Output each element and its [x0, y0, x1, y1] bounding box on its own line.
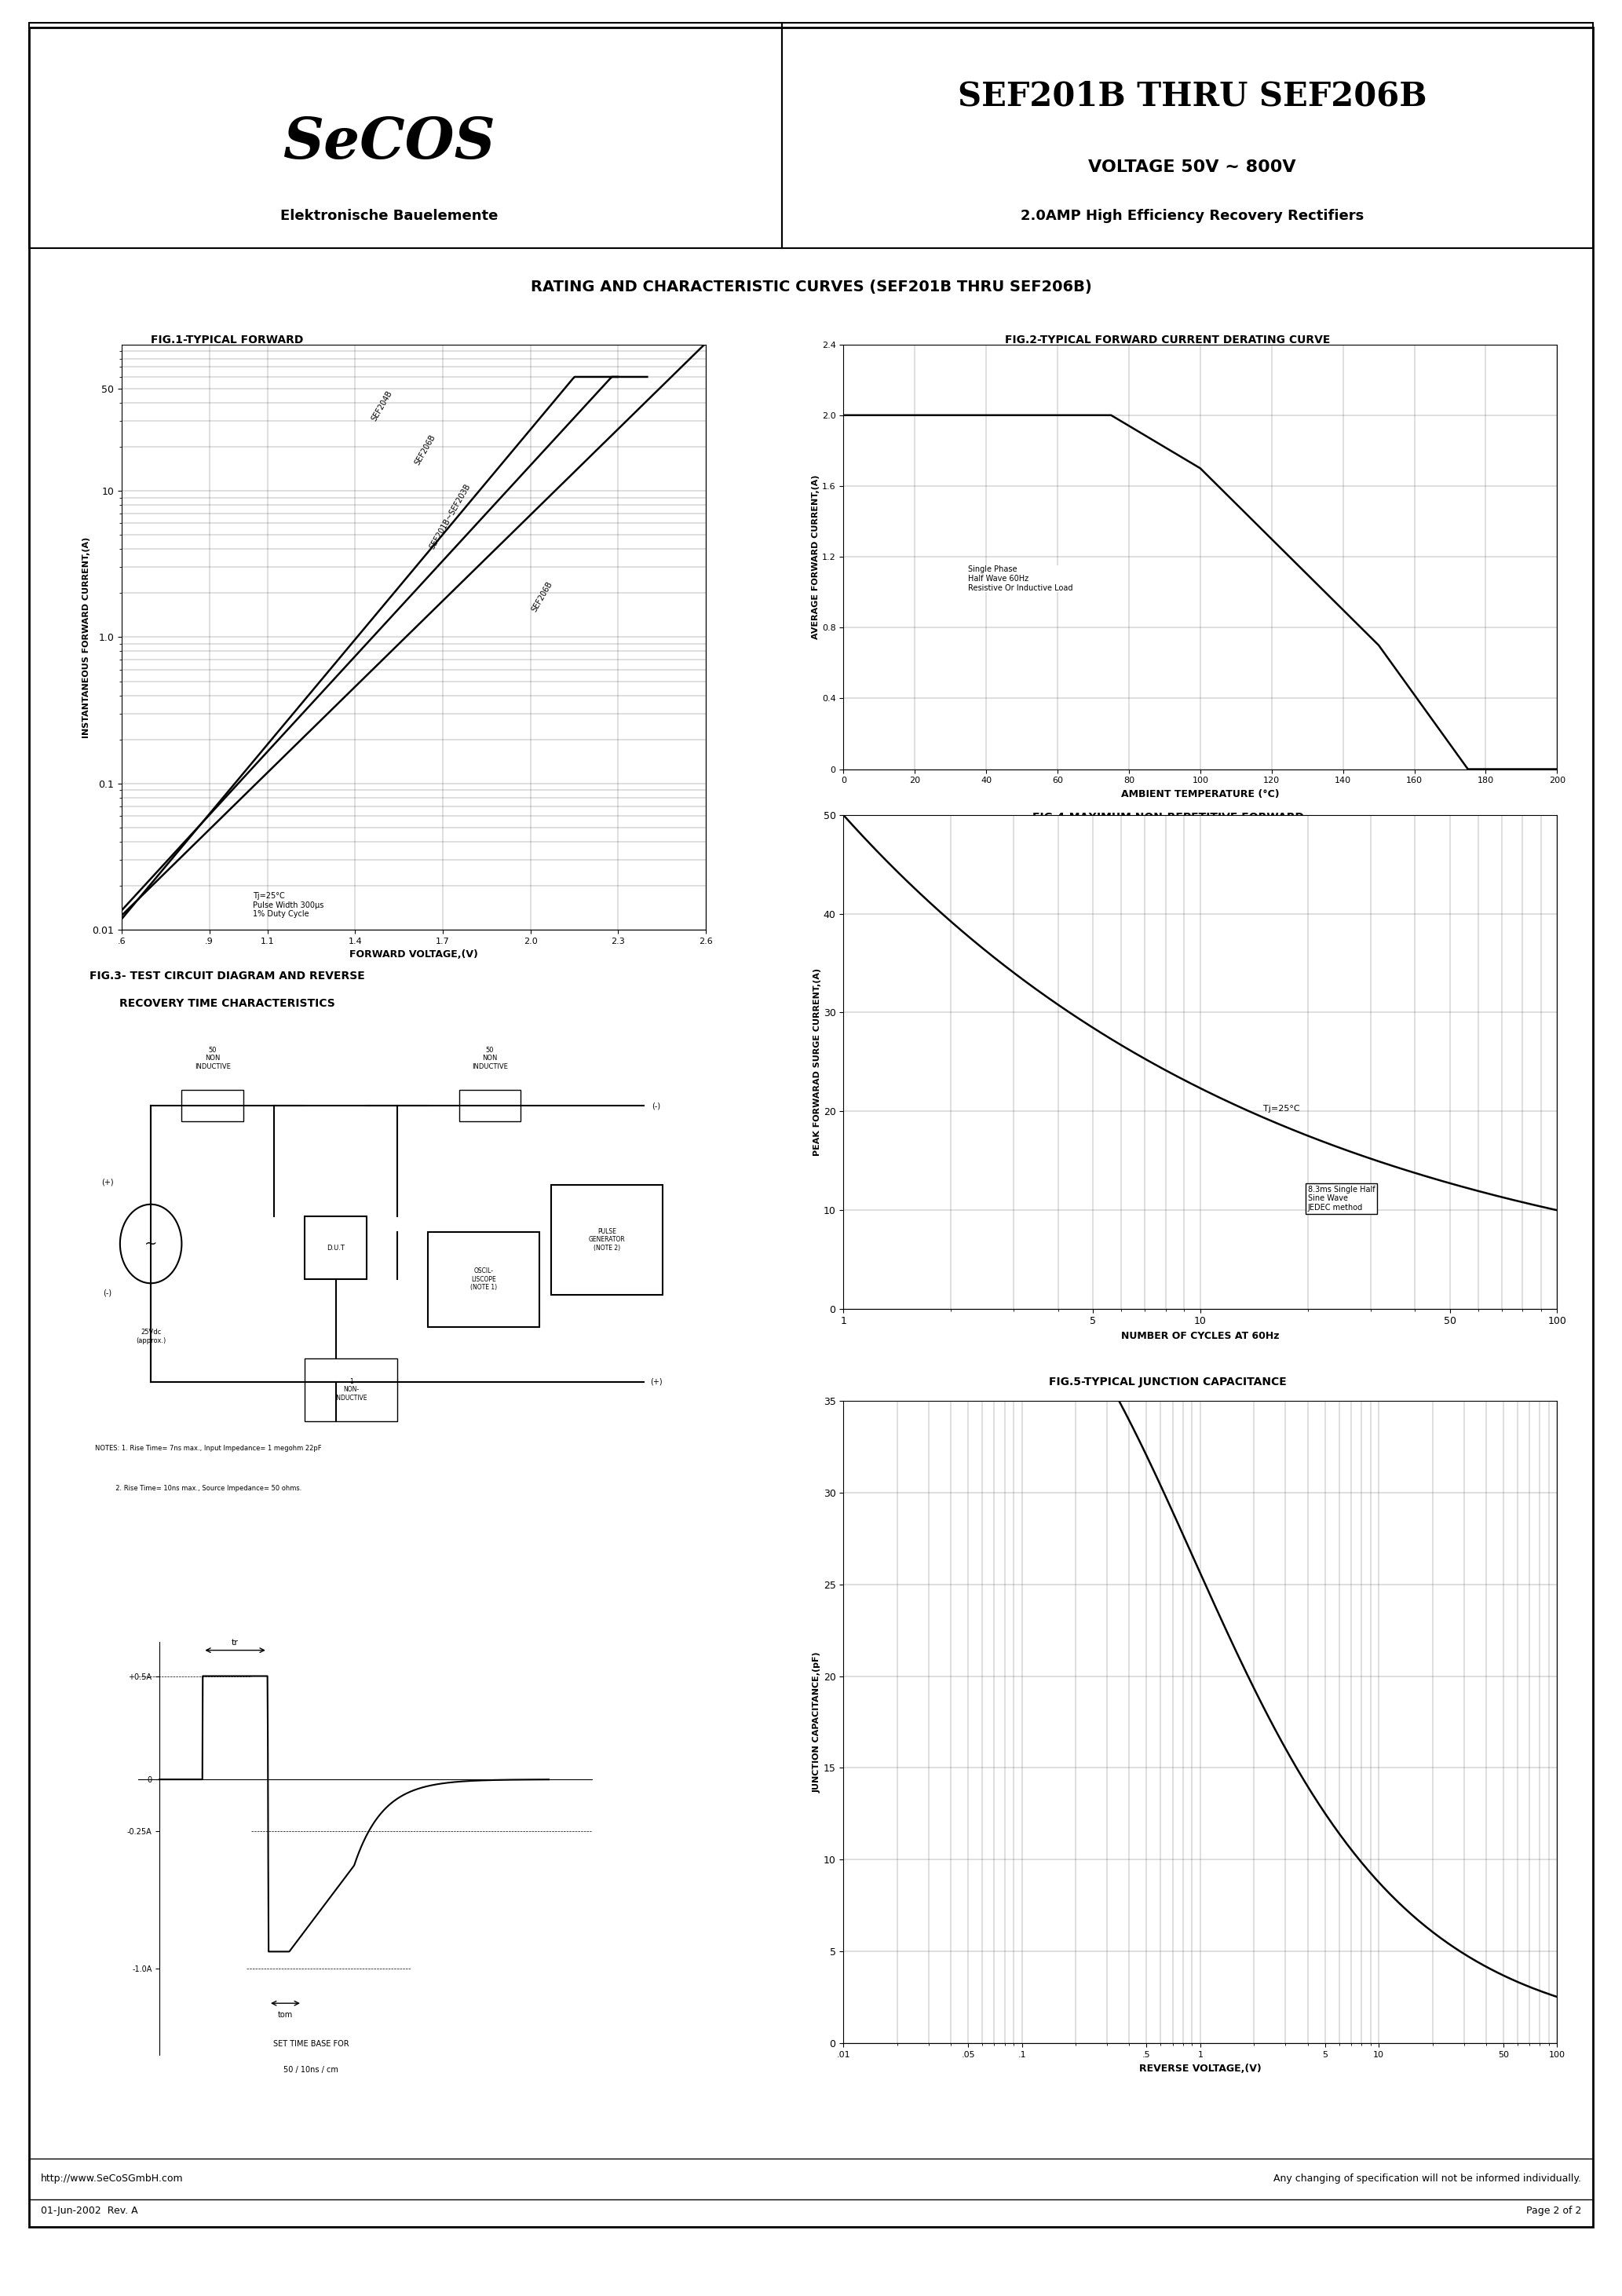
Text: SeCOS: SeCOS: [282, 115, 496, 170]
Bar: [29, 23, 782, 248]
Bar: [459, 1091, 521, 1120]
Text: Single Phase
Half Wave 60Hz
Resistive Or Inductive Load: Single Phase Half Wave 60Hz Resistive Or…: [968, 565, 1074, 592]
Text: SEF206B: SEF206B: [414, 434, 438, 466]
Text: 01-Jun-2002  Rev. A: 01-Jun-2002 Rev. A: [41, 2206, 138, 2216]
Text: SEF206B: SEF206B: [530, 579, 555, 613]
Text: SEF201B THRU SEF206B: SEF201B THRU SEF206B: [957, 80, 1427, 113]
Text: http://www.SeCoSGmbH.com: http://www.SeCoSGmbH.com: [41, 2174, 183, 2183]
Text: VOLTAGE 50V ~ 800V: VOLTAGE 50V ~ 800V: [1088, 161, 1296, 174]
Text: Page 2 of 2: Page 2 of 2: [1526, 2206, 1581, 2216]
X-axis label: FORWARD VOLTAGE,(V): FORWARD VOLTAGE,(V): [349, 951, 478, 960]
Text: Any changing of specification will not be informed individually.: Any changing of specification will not b…: [1273, 2174, 1581, 2183]
Text: 25Vdc
(approx.): 25Vdc (approx.): [136, 1329, 165, 1343]
Y-axis label: AVERAGE FORWARD CURRENT,(A): AVERAGE FORWARD CURRENT,(A): [811, 475, 819, 638]
Text: 2.0AMP High Efficiency Recovery Rectifiers: 2.0AMP High Efficiency Recovery Rectifie…: [1020, 209, 1364, 223]
Text: (-): (-): [104, 1288, 112, 1297]
Text: (+): (+): [102, 1178, 114, 1187]
Text: SURGE CURRENT: SURGE CURRENT: [1116, 838, 1220, 847]
Text: ~: ~: [144, 1235, 157, 1251]
Text: FIG.1-TYPICAL FORWARD: FIG.1-TYPICAL FORWARD: [151, 335, 303, 344]
Text: 50 / 10ns / cm: 50 / 10ns / cm: [284, 2066, 339, 2073]
Text: NOTES: 1. Rise Time= 7ns max., Input Impedance= 1 megohm 22pF: NOTES: 1. Rise Time= 7ns max., Input Imp…: [96, 1444, 323, 1451]
Text: RATING AND CHARACTERISTIC CURVES (SEF201B THRU SEF206B): RATING AND CHARACTERISTIC CURVES (SEF201…: [530, 280, 1092, 294]
X-axis label: NUMBER OF CYCLES AT 60Hz: NUMBER OF CYCLES AT 60Hz: [1121, 1332, 1280, 1341]
Text: PULSE
GENERATOR
(NOTE 2): PULSE GENERATOR (NOTE 2): [589, 1228, 626, 1251]
Bar: [428, 1233, 539, 1327]
Text: (-): (-): [652, 1102, 660, 1109]
Text: (+): (+): [650, 1378, 662, 1387]
Text: FIG.5-TYPICAL JUNCTION CAPACITANCE: FIG.5-TYPICAL JUNCTION CAPACITANCE: [1049, 1378, 1286, 1387]
Bar: [305, 1359, 397, 1421]
Text: SEF204B: SEF204B: [370, 390, 394, 422]
Text: CHARACTERISTICS: CHARACTERISTICS: [170, 363, 284, 372]
X-axis label: REVERSE VOLTAGE,(V): REVERSE VOLTAGE,(V): [1139, 2064, 1262, 2073]
Bar: [29, 2158, 1593, 2200]
Text: Tj=25°C
Pulse Width 300μs
1% Duty Cycle: Tj=25°C Pulse Width 300μs 1% Duty Cycle: [253, 893, 324, 918]
Text: 8.3ms Single Half
Sine Wave
JEDEC method: 8.3ms Single Half Sine Wave JEDEC method: [1307, 1185, 1375, 1212]
Y-axis label: INSTANTANEOUS FORWARD CURRENT,(A): INSTANTANEOUS FORWARD CURRENT,(A): [83, 537, 89, 737]
Text: OSCIL-
LISCOPE
(NOTE 1): OSCIL- LISCOPE (NOTE 1): [470, 1267, 496, 1290]
Text: 2. Rise Time= 10ns max., Source Impedance= 50 ohms.: 2. Rise Time= 10ns max., Source Impedanc…: [96, 1486, 302, 1492]
Text: FIG.2-TYPICAL FORWARD CURRENT DERATING CURVE: FIG.2-TYPICAL FORWARD CURRENT DERATING C…: [1006, 335, 1330, 344]
Bar: [305, 1217, 367, 1279]
Text: SEF201B~SEF203B: SEF201B~SEF203B: [428, 482, 472, 551]
Text: D.U.T: D.U.T: [326, 1244, 345, 1251]
Text: tom: tom: [277, 2011, 292, 2018]
Y-axis label: PEAK FORWARAD SURGE CURRENT,(A): PEAK FORWARAD SURGE CURRENT,(A): [813, 969, 821, 1155]
Y-axis label: JUNCTION CAPACITANCE,(pF): JUNCTION CAPACITANCE,(pF): [813, 1651, 821, 1793]
Text: SET TIME BASE FOR: SET TIME BASE FOR: [272, 2041, 349, 2048]
Text: RECOVERY TIME CHARACTERISTICS: RECOVERY TIME CHARACTERISTICS: [120, 999, 334, 1008]
Text: FIG.3- TEST CIRCUIT DIAGRAM AND REVERSE: FIG.3- TEST CIRCUIT DIAGRAM AND REVERSE: [89, 971, 365, 980]
Bar: [182, 1091, 243, 1120]
Text: tr: tr: [232, 1639, 238, 1646]
Text: Elektronische Bauelemente: Elektronische Bauelemente: [281, 209, 498, 223]
Text: Tj=25°C: Tj=25°C: [1264, 1104, 1299, 1114]
Text: FIG.4-MAXIMUM NON-REPETITIVE FORWARD: FIG.4-MAXIMUM NON-REPETITIVE FORWARD: [1032, 813, 1304, 822]
X-axis label: AMBIENT TEMPERATURE (°C): AMBIENT TEMPERATURE (°C): [1121, 790, 1280, 799]
Bar: [782, 23, 1593, 248]
Text: 50
NON
INDUCTIVE: 50 NON INDUCTIVE: [195, 1047, 230, 1070]
Bar: [551, 1185, 662, 1295]
Text: 50
NON
INDUCTIVE: 50 NON INDUCTIVE: [472, 1047, 508, 1070]
Text: 1
NON-
INDUCTIVE: 1 NON- INDUCTIVE: [334, 1378, 368, 1401]
